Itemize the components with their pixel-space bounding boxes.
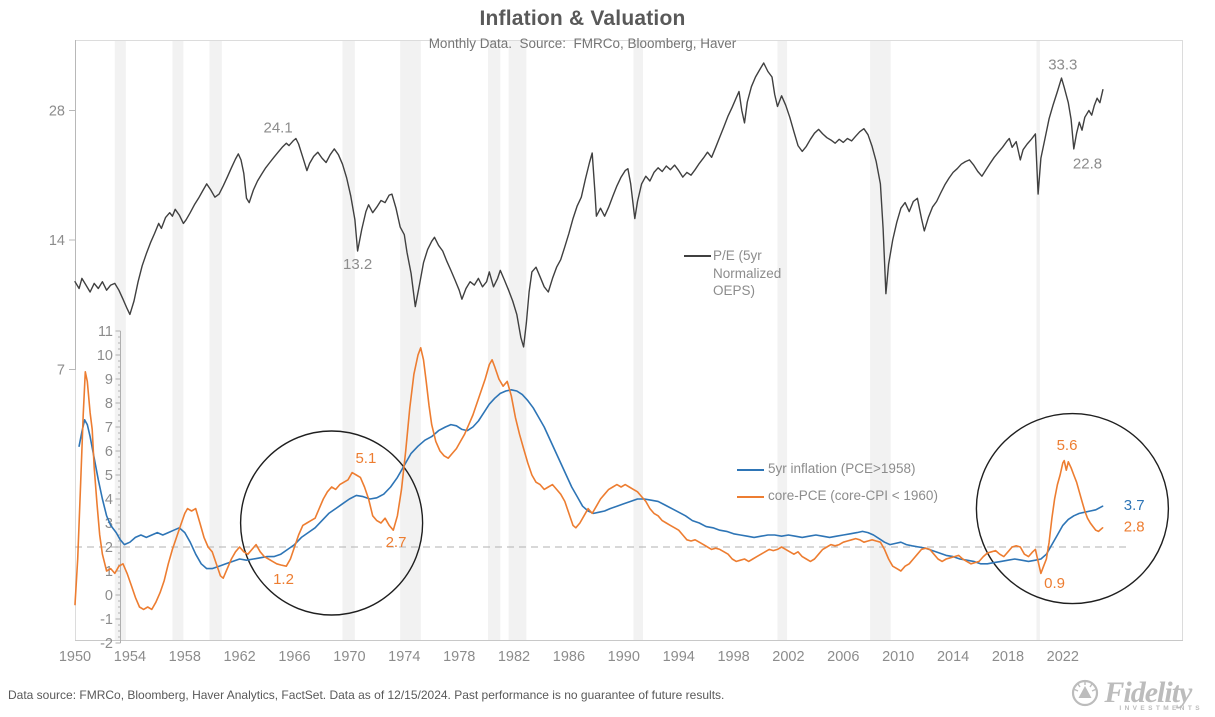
plot-frame: [75, 40, 1183, 641]
pe-axis-label: 14: [49, 233, 65, 249]
recession-band: [633, 40, 643, 640]
inflation5yr-line: [78, 388, 1104, 570]
chart-title: Inflation & Valuation: [479, 7, 686, 30]
corePce-line: [74, 346, 1104, 611]
recession-band: [209, 40, 222, 640]
core-pce-line-swatch: [737, 496, 764, 498]
fidelity-logo-text: Fidelity INVESTMENTS: [1104, 675, 1203, 712]
recession-band: [400, 40, 421, 640]
inflation-axis-label: 1: [105, 564, 113, 580]
inflation-axis-label: 9: [105, 372, 113, 388]
annotation-22.8: 22.8: [1073, 156, 1102, 173]
highlight-circle: [975, 412, 1170, 605]
inflation-axis-label: 11: [98, 324, 113, 340]
annotation-5.6: 5.6: [1057, 437, 1078, 454]
fidelity-logo-name: Fidelity: [1104, 675, 1192, 709]
pe-axis-label: 7: [57, 363, 65, 379]
x-axis-label: 2022: [1047, 649, 1079, 665]
pe-line-swatch: [684, 255, 711, 257]
x-axis-label: 1970: [333, 649, 365, 665]
x-axis-label: 1954: [114, 649, 146, 665]
recession-band: [1036, 40, 1040, 640]
legend-row-5yr-inflation: 5yr inflation (PCE>1958): [737, 461, 938, 488]
legend-core-pce-label: core-PCE (core-CPI < 1960): [768, 488, 938, 503]
x-axis-label: 1958: [169, 649, 201, 665]
inflation-axis-label: 4: [105, 492, 113, 508]
recession-band: [488, 40, 501, 640]
annotation-1.2: 1.2: [273, 571, 294, 588]
legend-pe-label: P/E (5yr Normalized OEPS): [713, 248, 782, 298]
legend-inflation: 5yr inflation (PCE>1958) core-PCE (core-…: [737, 461, 938, 515]
chart-subtitle: Monthly Data. Source: FMRCo, Bloomberg, …: [428, 36, 737, 51]
x-axis-label: 1994: [663, 649, 695, 665]
x-axis-label: 2014: [937, 649, 969, 665]
annotation-3.7: 3.7: [1124, 497, 1145, 514]
x-axis-label: 1962: [223, 649, 255, 665]
recession-band: [777, 40, 788, 640]
annotation-0.9: 0.9: [1044, 575, 1065, 592]
annotation-5.1: 5.1: [355, 450, 376, 467]
x-axis-label: 2018: [992, 649, 1024, 665]
inflation-axis-label: 7: [105, 420, 113, 436]
recession-band: [172, 40, 184, 640]
pe-axis-label: 28: [49, 104, 65, 120]
x-axis-label: 1978: [443, 649, 475, 665]
annotation-2.7: 2.7: [386, 534, 407, 551]
x-axis-label: 2002: [772, 649, 804, 665]
annotation-33.3: 33.3: [1048, 56, 1077, 73]
legend-inflation-label: 5yr inflation (PCE>1958): [768, 461, 916, 476]
inflation-axis-label: -1: [100, 612, 113, 628]
annotation-24.1: 24.1: [263, 119, 292, 136]
inflation-axis-label: 10: [97, 348, 113, 364]
recession-band: [508, 40, 527, 640]
legend-pe: P/E (5yr Normalized OEPS): [684, 247, 813, 300]
x-axis-label: 2010: [882, 649, 914, 665]
inflation-axis-label: 5: [105, 468, 113, 484]
x-axis-label: 2006: [827, 649, 859, 665]
fidelity-pyramid-icon: [1068, 676, 1102, 715]
x-axis-label: 1966: [278, 649, 310, 665]
recession-band: [870, 40, 891, 640]
annotation-2.8: 2.8: [1124, 518, 1145, 535]
inflation-line-swatch: [737, 469, 764, 471]
inflation-axis-label: 6: [105, 444, 113, 460]
legend-row-core-pce: core-PCE (core-CPI < 1960): [737, 488, 938, 515]
x-axis-label: 1986: [553, 649, 585, 665]
annotation-13.2: 13.2: [343, 256, 372, 273]
inflation-axis-label: 0: [105, 588, 113, 604]
inflation-axis-label: 3: [105, 516, 113, 532]
footer-disclaimer: Data source: FMRCo, Bloomberg, Haver Ana…: [8, 688, 725, 702]
x-axis-label: 1950: [59, 649, 91, 665]
x-axis-label: 1990: [608, 649, 640, 665]
inflation-axis-label: -2: [100, 636, 113, 652]
highlight-circle: [239, 430, 424, 616]
recession-band: [342, 40, 355, 640]
x-axis-label: 1974: [388, 649, 420, 665]
inflation-axis-label: 2: [105, 540, 113, 556]
inflation-axis-label: 8: [105, 396, 113, 412]
pe-line: [74, 62, 1104, 348]
fidelity-logo: Fidelity INVESTMENTS: [1068, 676, 1203, 715]
x-axis-label: 1982: [498, 649, 530, 665]
x-axis-label: 1998: [717, 649, 749, 665]
fidelity-logo-investments: INVESTMENTS: [1119, 704, 1203, 712]
